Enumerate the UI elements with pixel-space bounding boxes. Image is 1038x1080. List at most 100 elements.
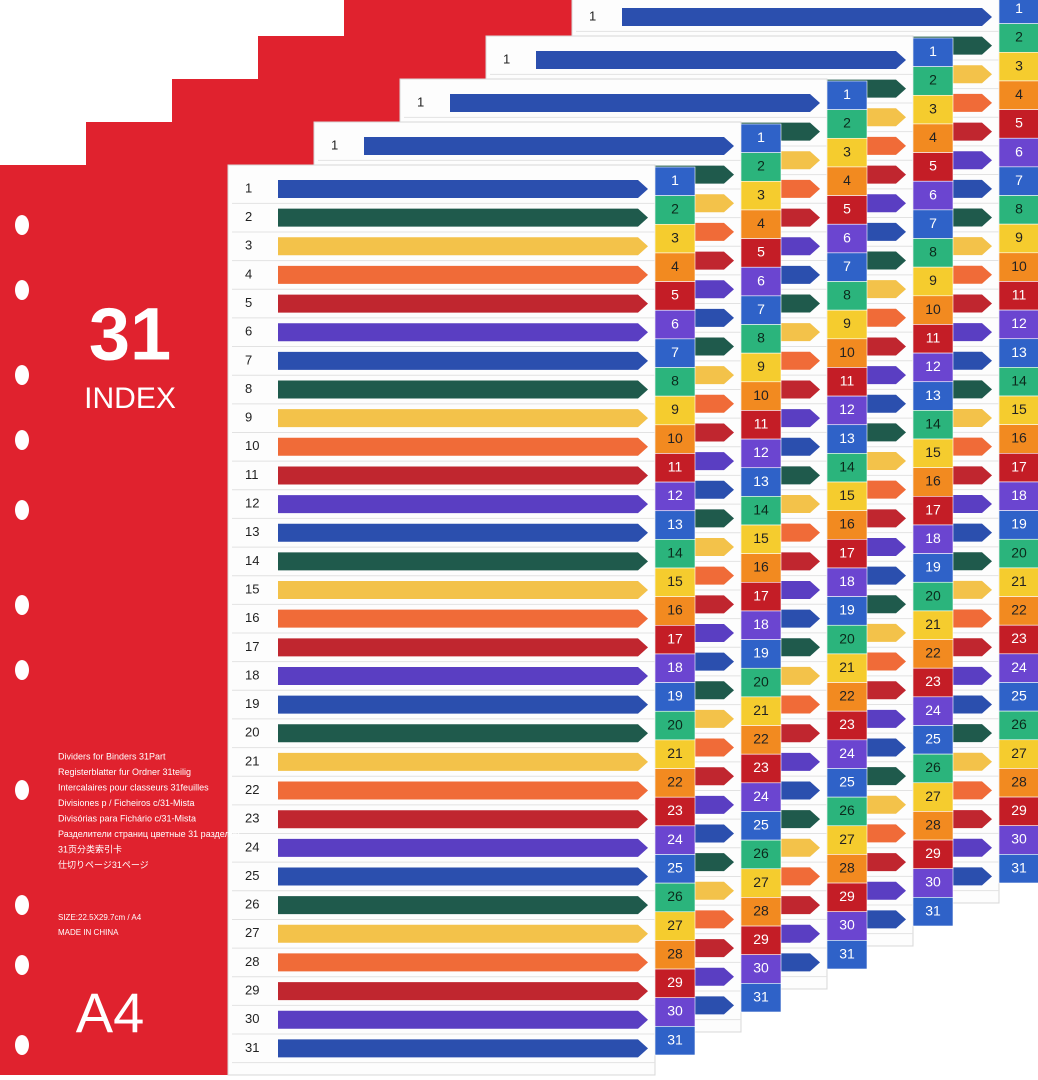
row-bar (278, 437, 648, 456)
tab (740, 410, 782, 440)
row-bar (622, 8, 992, 26)
tab-number: 17 (925, 501, 941, 517)
row-bar (278, 666, 648, 685)
tab-number: 5 (929, 158, 937, 174)
row-number: 6 (245, 324, 252, 339)
row-bar (278, 924, 648, 943)
tab-number: 29 (1011, 802, 1027, 818)
tab-number: 14 (1011, 372, 1027, 388)
row-number: 1 (417, 94, 424, 109)
row-bar (278, 810, 648, 829)
tab-number: 18 (839, 573, 855, 589)
tab-number: 27 (839, 831, 855, 847)
tab (740, 897, 782, 927)
row-number: 20 (245, 725, 259, 740)
tab-number: 2 (843, 115, 851, 131)
tab (826, 166, 868, 196)
row-bar (278, 495, 648, 514)
tab (740, 610, 782, 640)
row-bar (278, 466, 648, 485)
tab-number: 1 (757, 129, 765, 145)
tab-number: 22 (753, 731, 769, 747)
punch-hole (15, 895, 29, 915)
row-number: 1 (589, 8, 596, 23)
tab (740, 209, 782, 239)
tab-number: 24 (839, 745, 855, 761)
row-number: 1 (503, 51, 510, 66)
cover-title: INDEX (84, 382, 176, 415)
tab-number: 9 (671, 401, 679, 417)
row-number: 31 (245, 1040, 259, 1055)
language-line: 仕切りページ31ページ (58, 859, 149, 870)
tab (740, 639, 782, 669)
tab-number: 30 (925, 874, 941, 890)
cover-page (0, 165, 228, 1075)
tab-number: 20 (667, 716, 683, 732)
tab (998, 481, 1038, 511)
tab (654, 796, 696, 827)
row-bar (278, 523, 648, 542)
row-bar (278, 208, 648, 227)
tab-number: 18 (925, 530, 941, 546)
tab-number: 17 (839, 544, 855, 560)
row-number: 14 (245, 553, 259, 568)
tab-number: 1 (929, 43, 937, 59)
tab (740, 238, 782, 268)
tab-number: 27 (1011, 745, 1027, 761)
cover-count: 31 (89, 293, 171, 376)
tab-number: 5 (1015, 115, 1023, 131)
tab-number: 24 (667, 831, 683, 847)
tab-number: 16 (925, 473, 941, 489)
tab (998, 510, 1038, 540)
punch-hole (15, 595, 29, 615)
tab-number: 25 (753, 817, 769, 833)
tab-number: 31 (753, 988, 769, 1004)
tab-number: 8 (671, 373, 679, 389)
tab-number: 20 (1011, 544, 1027, 560)
row-number: 17 (245, 639, 259, 654)
tab-number: 4 (757, 215, 765, 231)
tab-number: 11 (840, 372, 855, 388)
tab-number: 30 (1011, 831, 1027, 847)
tab (740, 811, 782, 841)
tab-number: 15 (753, 530, 769, 546)
tab-number: 31 (1011, 859, 1027, 875)
row-bar (278, 265, 648, 284)
tab-number: 7 (929, 215, 937, 231)
tab (826, 281, 868, 311)
language-line: Разделители страниц цветные 31 разделов (58, 829, 240, 839)
tab (740, 123, 782, 153)
tab-number: 11 (1012, 286, 1027, 302)
tab-number: 31 (667, 1031, 683, 1047)
tab (912, 352, 954, 383)
punch-hole (15, 500, 29, 520)
tab-number: 29 (839, 888, 855, 904)
tab-number: 7 (1015, 172, 1023, 188)
tab-number: 17 (667, 630, 683, 646)
tab-number: 12 (753, 444, 769, 460)
tab-number: 8 (1015, 201, 1023, 217)
tab (826, 596, 868, 626)
tab (912, 782, 954, 812)
tab-number: 31 (925, 902, 941, 918)
tab-number: 6 (929, 186, 937, 202)
tab (998, 223, 1038, 254)
tab (654, 940, 696, 970)
tab-number: 30 (753, 960, 769, 976)
row-number: 7 (245, 352, 252, 367)
tab-number: 25 (1011, 688, 1027, 704)
row-number: 19 (245, 696, 259, 711)
tab (826, 911, 868, 941)
tab-number: 6 (671, 315, 679, 331)
tab-number: 31 (839, 945, 855, 961)
tab (654, 424, 696, 454)
tab (826, 768, 868, 798)
tab (998, 710, 1038, 741)
tab-number: 11 (668, 458, 683, 474)
tab (654, 510, 696, 540)
row-bar (278, 953, 648, 972)
tab-number: 13 (1011, 344, 1027, 360)
row-bar (278, 294, 648, 313)
origin-note: MADE IN CHINA (58, 928, 119, 937)
